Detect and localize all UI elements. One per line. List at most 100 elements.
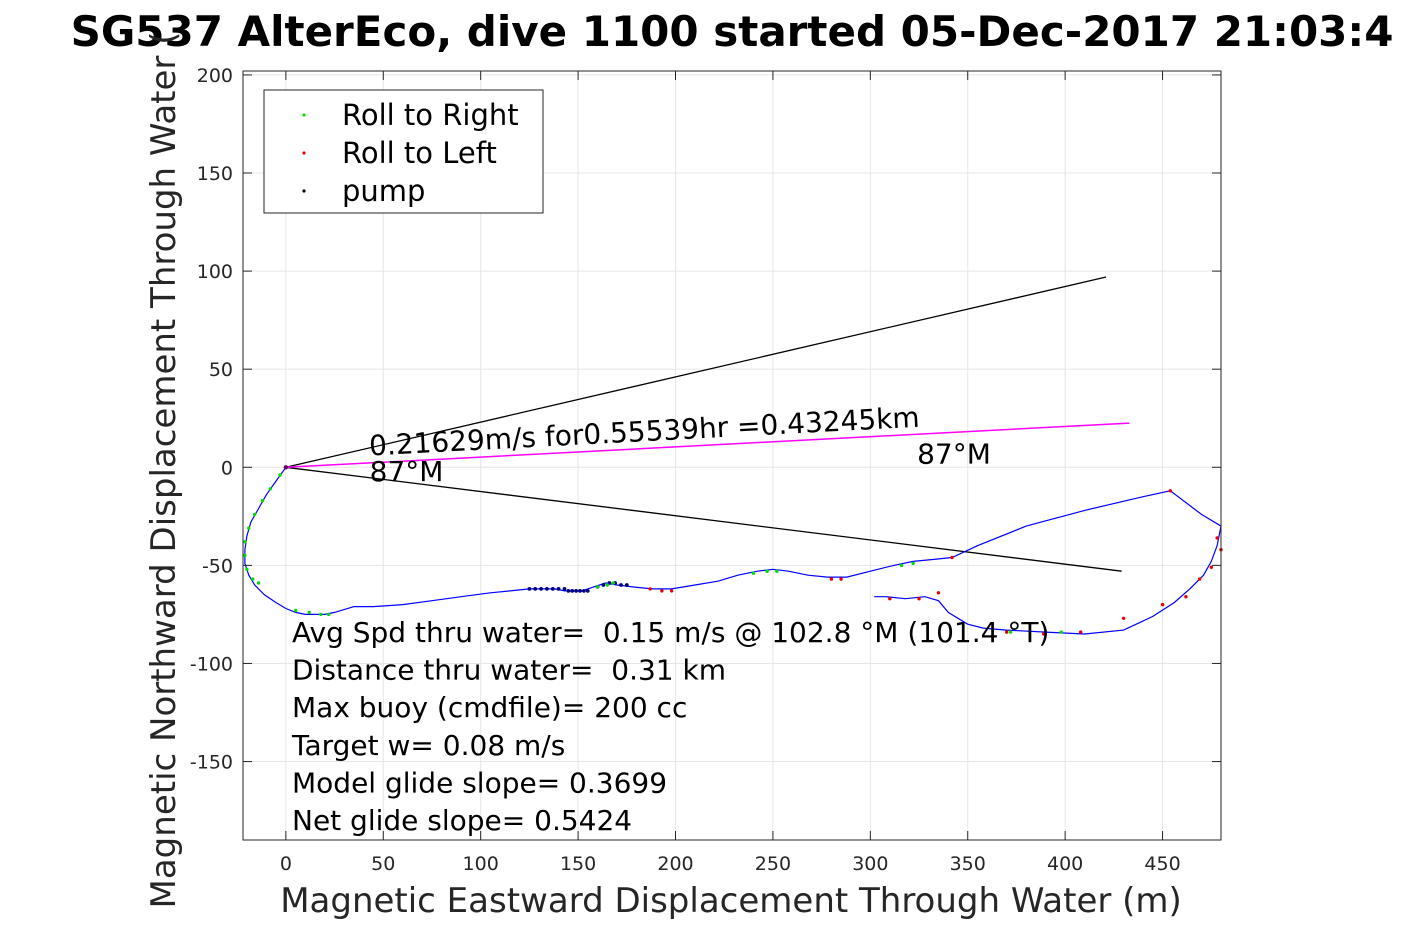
roll-left-point	[1079, 630, 1083, 634]
roll-left-point	[1168, 489, 1173, 493]
roll-left-point	[660, 589, 664, 593]
vector-annotation: 0.21629m/s for0.55539hr =0.43245km	[368, 401, 920, 463]
roll-right-point	[307, 610, 311, 615]
roll-right-point	[327, 612, 331, 617]
pump-point	[545, 587, 549, 591]
x-axis-label: Magnetic Eastward Displacement Through W…	[280, 881, 1182, 921]
roll-right-point	[765, 569, 769, 573]
roll-right-point	[319, 612, 323, 617]
roll-left-point	[950, 555, 954, 560]
pump-point	[619, 583, 623, 587]
roll-left-point	[1209, 565, 1214, 569]
legend-pump: pump	[342, 174, 425, 208]
vector-annotation: 87°M	[917, 437, 991, 470]
pump-point	[562, 587, 567, 591]
x-tick-label: 300	[852, 853, 888, 875]
roll-left-point	[1042, 632, 1046, 636]
roll-left-point	[669, 589, 674, 593]
y-tick-label: 200	[197, 65, 233, 87]
y-tick-label: 0	[221, 457, 233, 479]
roll-right-point	[251, 577, 255, 581]
chart-title: SG537 AlterEco, dive 1100 started 05-Dec…	[71, 7, 1394, 56]
pump-point	[582, 589, 586, 593]
stat-line: Target w= 0.08 m/s	[291, 729, 565, 762]
y-tick-label: 50	[209, 359, 233, 381]
uncertainty-cone	[285, 276, 1122, 572]
roll-right-point	[243, 540, 247, 544]
current-vector	[285, 422, 1130, 469]
track-line	[244, 466, 1222, 635]
x-tick-label: 250	[755, 853, 791, 875]
roll-right-point	[245, 567, 249, 571]
y-tick-label: -50	[202, 555, 233, 577]
y-tick-label: 150	[197, 163, 233, 185]
roll-right-point	[595, 585, 600, 589]
roll-right-point	[775, 569, 779, 573]
dive-stats: Avg Spd thru water= 0.15 m/s @ 102.8 °M …	[291, 616, 1049, 837]
roll-right-point	[911, 561, 915, 566]
cone-lower-line	[285, 466, 1122, 572]
stat-line: Distance thru water= 0.31 km	[292, 654, 726, 687]
ticks: 0 50 100 150 200 250 300 350 400 450 200 150 100 50 0 -…	[190, 65, 1221, 875]
roll-right-point	[253, 512, 257, 517]
legend-roll-left: Roll to Left	[342, 136, 497, 170]
pump-point	[578, 589, 582, 593]
roll-left-point	[1197, 577, 1202, 581]
y-axis-label: Magnetic Northward Displacement Through …	[144, 32, 184, 909]
glider-track	[244, 466, 1222, 635]
roll-right-point	[247, 526, 251, 530]
x-tick-label: 450	[1144, 853, 1180, 875]
x-tick-label: 0	[280, 853, 292, 875]
plot-frame	[242, 70, 1222, 841]
x-tick-label: 200	[657, 853, 693, 875]
pump-point	[570, 589, 575, 593]
roll-right-point	[260, 498, 265, 503]
roll-left-point	[1184, 595, 1188, 599]
roll-right-point	[256, 581, 261, 585]
pump-point	[539, 587, 543, 591]
roll-left-point	[1160, 602, 1165, 607]
roll-left-point	[936, 591, 941, 595]
roll-right-point	[243, 553, 247, 558]
y-tick-label: 100	[197, 261, 233, 283]
roll-right-point	[278, 473, 282, 477]
current-vector-line	[285, 422, 1130, 469]
stat-line: Model glide slope= 0.3699	[292, 766, 667, 799]
roll-left-point	[829, 577, 834, 581]
roll-right-point	[605, 583, 609, 587]
roll-left-point	[839, 577, 843, 581]
legend-roll-right: Roll to Right	[342, 98, 519, 132]
roll-left-point	[1215, 536, 1219, 540]
origin-point	[283, 465, 289, 470]
roll-left-point	[888, 597, 892, 601]
stat-line: Max buoy (cmdfile)= 200 cc	[292, 691, 687, 724]
roll-left-point	[1005, 630, 1009, 634]
stat-line: Net glide slope= 0.5424	[292, 804, 632, 837]
legend-pump-marker	[302, 189, 306, 193]
roll-right-point	[899, 563, 904, 568]
x-tick-label: 150	[560, 853, 596, 875]
y-tick-label: -150	[190, 752, 233, 774]
pump-point	[624, 583, 629, 587]
roll-left-point	[648, 587, 652, 591]
x-tick-label: 100	[463, 853, 499, 875]
x-tick-label: 400	[1047, 853, 1083, 875]
pump-point	[533, 587, 538, 591]
cone-upper-line	[285, 276, 1107, 468]
pump-point	[601, 583, 606, 587]
roll-right-point	[1059, 630, 1063, 634]
x-tick-label: 350	[950, 853, 986, 875]
track-markers	[243, 465, 1223, 636]
pump-point	[566, 589, 571, 593]
stat-line: Avg Spd thru water= 0.15 m/s @ 102.8 °M …	[292, 616, 1049, 649]
x-tick-label: 50	[371, 853, 395, 875]
legend-box	[263, 89, 544, 214]
pump-point	[527, 587, 532, 591]
legend-roll-right-marker	[302, 113, 306, 117]
pump-point	[574, 589, 578, 593]
roll-left-point	[917, 597, 921, 601]
roll-right-point	[268, 487, 272, 491]
vector-annotation: 87°M	[370, 455, 444, 488]
